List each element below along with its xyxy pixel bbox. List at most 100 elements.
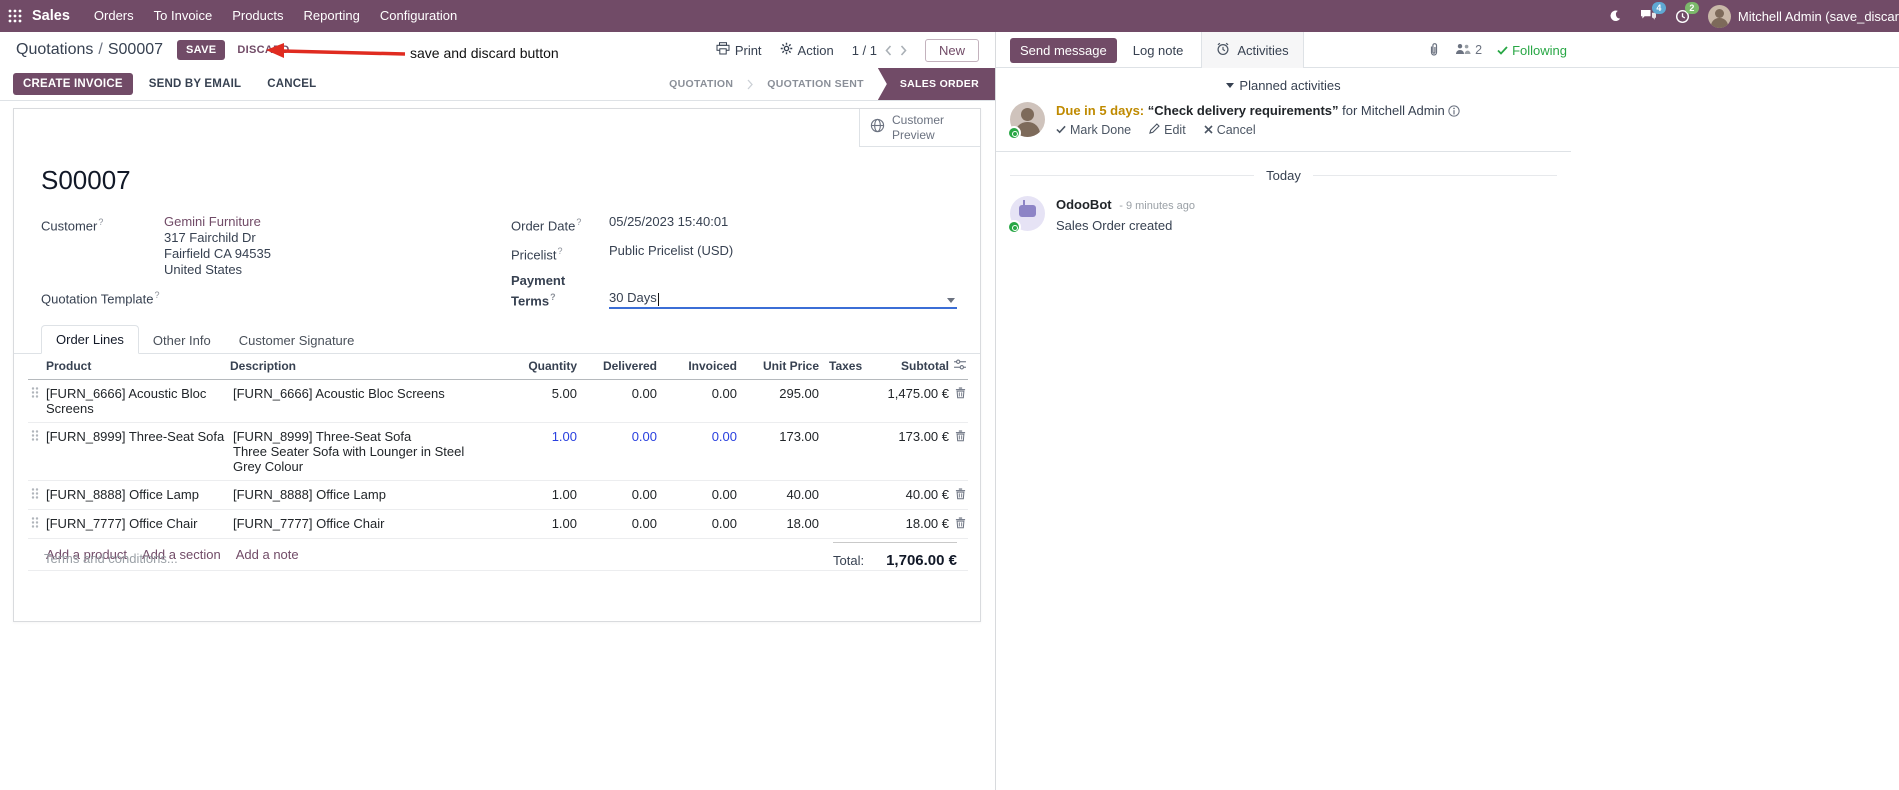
quantity-cell[interactable]: 1.00 bbox=[474, 509, 579, 539]
product-cell[interactable]: [FURN_8999] Three-Seat Sofa bbox=[44, 422, 228, 481]
log-note-button[interactable]: Log note bbox=[1132, 42, 1184, 58]
activity-clock-icon[interactable]: 2 bbox=[1666, 0, 1699, 32]
drag-handle-icon[interactable] bbox=[28, 379, 44, 423]
delivered-cell[interactable]: 0.00 bbox=[579, 509, 659, 539]
quantity-header[interactable]: Quantity bbox=[474, 353, 579, 380]
pricelist-value[interactable]: Public Pricelist (USD) bbox=[609, 243, 734, 259]
delivered-cell[interactable]: 0.00 bbox=[579, 379, 659, 423]
customer-preview-button[interactable]: Customer Preview bbox=[859, 109, 980, 147]
delivered-cell[interactable]: 0.00 bbox=[579, 422, 659, 481]
new-button[interactable]: New bbox=[924, 38, 979, 62]
user-name[interactable]: Mitchell Admin (save_discar bbox=[1737, 8, 1899, 24]
activities-tab[interactable]: Activities bbox=[1201, 32, 1304, 68]
delivered-header[interactable]: Delivered bbox=[579, 353, 659, 380]
tab-customer-signature[interactable]: Customer Signature bbox=[238, 333, 355, 348]
info-icon[interactable] bbox=[1448, 103, 1461, 118]
order-line-row[interactable]: [FURN_8999] Three-Seat Sofa [FURN_8999] … bbox=[28, 422, 968, 481]
unit-price-cell[interactable]: 40.00 bbox=[739, 480, 821, 510]
taxes-cell[interactable] bbox=[821, 379, 879, 423]
drag-handle-icon[interactable] bbox=[28, 509, 44, 539]
mark-done-button[interactable]: Mark Done bbox=[1056, 123, 1131, 137]
payment-terms-input[interactable]: 30 Days bbox=[609, 273, 957, 309]
message-author[interactable]: OdooBot bbox=[1056, 197, 1112, 212]
delete-line-icon[interactable] bbox=[955, 488, 966, 503]
invoiced-cell[interactable]: 0.00 bbox=[659, 422, 739, 481]
menu-products[interactable]: Products bbox=[232, 8, 284, 23]
taxes-header[interactable]: Taxes bbox=[821, 353, 879, 380]
product-cell[interactable]: [FURN_8888] Office Lamp bbox=[44, 480, 228, 510]
add-note-link[interactable]: Add a note bbox=[235, 547, 299, 562]
order-date-value[interactable]: 05/25/2023 15:40:01 bbox=[609, 214, 729, 229]
invoiced-header[interactable]: Invoiced bbox=[659, 353, 739, 380]
pager-next-icon[interactable] bbox=[900, 44, 907, 56]
edit-activity-button[interactable]: Edit bbox=[1149, 123, 1186, 137]
cancel-button[interactable]: CANCEL bbox=[257, 73, 326, 95]
add-product-link[interactable]: Add a product bbox=[46, 547, 127, 562]
breadcrumb-quotations[interactable]: Quotations bbox=[16, 41, 94, 58]
user-avatar[interactable] bbox=[1707, 4, 1731, 28]
unit-price-header[interactable]: Unit Price bbox=[739, 353, 821, 380]
following-button[interactable]: Following bbox=[1497, 43, 1567, 58]
order-line-row[interactable]: [FURN_8888] Office Lamp [FURN_8888] Offi… bbox=[28, 480, 968, 510]
print-button[interactable]: Print bbox=[716, 42, 762, 58]
column-settings-icon[interactable] bbox=[951, 353, 968, 380]
product-cell[interactable]: [FURN_7777] Office Chair bbox=[44, 509, 228, 539]
discard-button[interactable]: DISCARD bbox=[237, 44, 290, 56]
tab-order-lines[interactable]: Order Lines bbox=[41, 325, 139, 354]
tab-other-info[interactable]: Other Info bbox=[152, 333, 211, 348]
description-header[interactable]: Description bbox=[228, 353, 474, 380]
unit-price-cell[interactable]: 173.00 bbox=[739, 422, 821, 481]
invoiced-cell[interactable]: 0.00 bbox=[659, 509, 739, 539]
menu-reporting[interactable]: Reporting bbox=[303, 8, 360, 23]
drag-handle-icon[interactable] bbox=[28, 422, 44, 481]
description-cell[interactable]: [FURN_7777] Office Chair bbox=[228, 509, 474, 539]
send-by-email-button[interactable]: SEND BY EMAIL bbox=[139, 73, 251, 95]
drag-handle-icon[interactable] bbox=[28, 480, 44, 510]
planned-activities-header[interactable]: Planned activities bbox=[996, 78, 1571, 93]
subtotal-header[interactable]: Subtotal bbox=[879, 353, 951, 380]
product-cell[interactable]: [FURN_6666] Acoustic Bloc Screens bbox=[44, 379, 228, 423]
menu-orders[interactable]: Orders bbox=[93, 8, 134, 23]
invoiced-cell[interactable]: 0.00 bbox=[659, 480, 739, 510]
state-sales-order[interactable]: SALES ORDER bbox=[877, 68, 995, 100]
save-button[interactable]: SAVE bbox=[177, 40, 226, 60]
followers-button[interactable]: 2 bbox=[1455, 43, 1482, 58]
send-message-button[interactable]: Send message bbox=[1010, 37, 1117, 63]
taxes-cell[interactable] bbox=[821, 422, 879, 481]
unit-price-cell[interactable]: 18.00 bbox=[739, 509, 821, 539]
quantity-cell[interactable]: 1.00 bbox=[474, 422, 579, 481]
menu-configuration[interactable]: Configuration bbox=[379, 8, 458, 23]
pager-previous-icon[interactable] bbox=[885, 44, 892, 56]
delete-line-icon[interactable] bbox=[955, 387, 966, 402]
order-line-row[interactable]: [FURN_6666] Acoustic Bloc Screens [FURN_… bbox=[28, 379, 968, 423]
invoiced-cell[interactable]: 0.00 bbox=[659, 379, 739, 423]
messages-icon[interactable]: 4 bbox=[1631, 0, 1666, 32]
product-header[interactable]: Product bbox=[44, 353, 228, 380]
taxes-cell[interactable] bbox=[821, 480, 879, 510]
customer-link[interactable]: Gemini Furniture bbox=[164, 214, 261, 229]
unit-price-cell[interactable]: 295.00 bbox=[739, 379, 821, 423]
delete-line-icon[interactable] bbox=[955, 430, 966, 445]
dropdown-caret-icon[interactable] bbox=[947, 297, 955, 303]
app-name[interactable]: Sales bbox=[32, 8, 70, 24]
quantity-cell[interactable]: 5.00 bbox=[474, 379, 579, 423]
add-section-link[interactable]: Add a section bbox=[141, 547, 221, 562]
apps-grid-icon[interactable] bbox=[0, 0, 30, 32]
order-line-row[interactable]: [FURN_7777] Office Chair [FURN_7777] Off… bbox=[28, 509, 968, 539]
description-cell[interactable]: [FURN_8999] Three-Seat Sofa Three Seater … bbox=[228, 422, 474, 481]
taxes-cell[interactable] bbox=[821, 509, 879, 539]
description-cell[interactable]: [FURN_6666] Acoustic Bloc Screens bbox=[228, 379, 474, 423]
state-quotation[interactable]: QUOTATION bbox=[669, 78, 734, 90]
menu-to-invoice[interactable]: To Invoice bbox=[153, 8, 213, 23]
paperclip-icon[interactable] bbox=[1428, 43, 1440, 57]
terms-placeholder[interactable]: Terms and conditions... bbox=[44, 551, 178, 566]
delivered-cell[interactable]: 0.00 bbox=[579, 480, 659, 510]
quantity-cell[interactable]: 1.00 bbox=[474, 480, 579, 510]
state-quotation-sent[interactable]: QUOTATION SENT bbox=[767, 78, 864, 90]
action-button[interactable]: Action bbox=[780, 42, 834, 58]
moon-icon[interactable] bbox=[1599, 0, 1631, 32]
delete-line-icon[interactable] bbox=[955, 517, 966, 532]
cancel-activity-button[interactable]: Cancel bbox=[1204, 123, 1256, 137]
create-invoice-button[interactable]: CREATE INVOICE bbox=[13, 73, 133, 95]
description-cell[interactable]: [FURN_8888] Office Lamp bbox=[228, 480, 474, 510]
